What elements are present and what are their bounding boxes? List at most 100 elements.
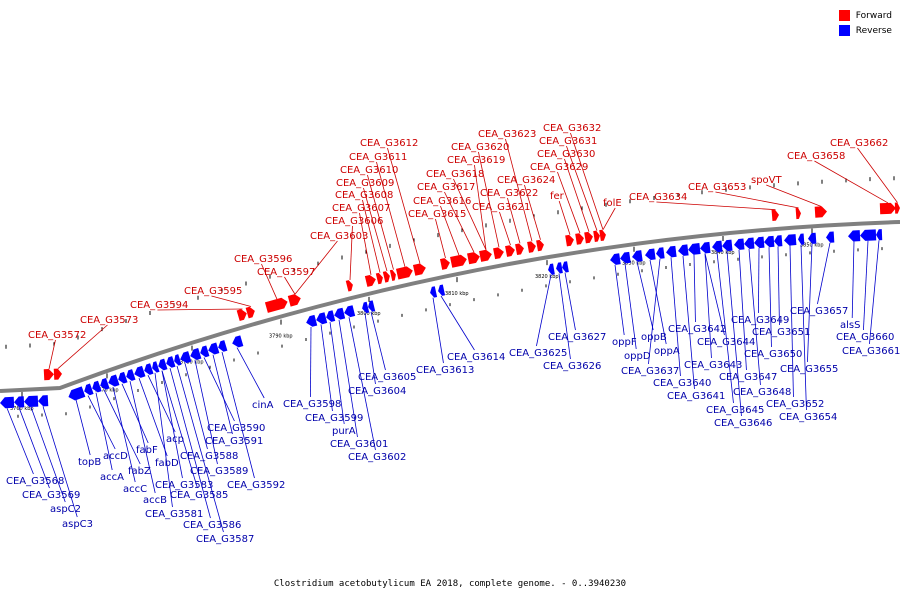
forward-gene-label: CEA_G3621 [472, 202, 530, 213]
forward-gene-label: CEA_G3595 [184, 286, 242, 297]
reverse-gene-label: CEA_G3581 [145, 509, 203, 520]
forward-gene-label: fer [550, 191, 565, 202]
forward-gene-arrow [879, 202, 896, 215]
reverse-label-line [748, 248, 761, 386]
reverse-gene-label: accA [100, 472, 124, 483]
reverse-label-line [329, 321, 345, 425]
forward-gene-arrow [43, 369, 54, 381]
reverse-gene-arrow [808, 232, 817, 244]
reverse-label-line [726, 251, 742, 417]
reverse-gene-arrow [430, 286, 438, 298]
reverse-gene-arrow [548, 263, 555, 275]
reverse-gene-arrow [848, 230, 861, 242]
reverse-gene-arrow [798, 233, 805, 245]
reverse-label-line [6, 408, 34, 475]
reverse-gene-arrow [68, 386, 86, 401]
reverse-gene-label: CEA_G3625 [509, 348, 567, 359]
forward-label-line [570, 132, 604, 230]
reverse-swatch [838, 25, 850, 36]
forward-gene-arrow [593, 230, 600, 242]
reverse-gene-arrow [666, 245, 677, 258]
reverse-label-line [670, 257, 681, 377]
forward-gene-arrow [515, 243, 524, 256]
reverse-label-line [184, 363, 208, 450]
forward-gene-label: CEA_G3620 [451, 142, 509, 153]
forward-label-line [435, 218, 446, 259]
reverse-gene-label: acp [166, 434, 184, 445]
reverse-label-line [221, 351, 255, 479]
legend: Forward Reverse [838, 8, 892, 38]
forward-label-line [558, 200, 571, 235]
forward-gene-label: CEA_G3617 [417, 182, 475, 193]
reverse-gene-label: cinA [252, 400, 274, 411]
forward-label-line [602, 207, 616, 230]
forward-label-line [367, 174, 394, 270]
reverse-gene-arrow [562, 261, 569, 273]
forward-gene-label: CEA_G3606 [325, 216, 383, 227]
reverse-gene-label: CEA_G3598 [283, 399, 341, 410]
reverse-label-line [320, 324, 333, 412]
reverse-gene-label: CEA_G3644 [697, 337, 755, 348]
reverse-gene-label: alsS [840, 320, 860, 331]
forward-gene-arrow [382, 271, 390, 283]
reverse-label-line [370, 311, 386, 371]
forward-gene-label: CEA_G3609 [336, 178, 394, 189]
reverse-gene-label: CEA_G3586 [183, 520, 241, 531]
forward-gene-arrow [395, 266, 413, 280]
reverse-label-line [121, 383, 149, 444]
forward-label-line [505, 138, 533, 242]
reverse-gene-label: CEA_G3585 [170, 490, 228, 501]
reverse-gene-label: CEA_G3652 [766, 399, 824, 410]
forward-gene-arrow [536, 239, 544, 252]
reverse-gene-arrow [334, 307, 346, 320]
reverse-gene-arrow [722, 239, 733, 252]
reverse-gene-arrow [100, 377, 110, 390]
forward-gene-label: CEA_G3597 [257, 267, 315, 278]
reverse-label-line [154, 372, 173, 508]
reverse-gene-label: CEA_G3654 [779, 412, 837, 423]
reverse-label-line [432, 297, 444, 364]
forward-gene-label: CEA_G3658 [787, 151, 845, 162]
legend-reverse: Reverse [838, 23, 892, 38]
reverse-gene-label: CEA_G3651 [752, 327, 810, 338]
forward-label-line [48, 339, 56, 370]
reverse-gene-label: accB [143, 495, 167, 506]
reverse-gene-label: purA [332, 426, 356, 437]
reverse-gene-label: CEA_G3602 [348, 452, 406, 463]
forward-gene-label: CEA_G3596 [234, 254, 292, 265]
forward-gene-label: CEA_G3630 [537, 149, 595, 160]
reverse-gene-label: CEA_G3660 [836, 332, 894, 343]
reverse-label-line [536, 274, 552, 347]
reverse-label-line [194, 360, 218, 465]
reverse-label-line [129, 381, 156, 494]
forward-gene-arrow [375, 272, 383, 285]
reverse-label-line [161, 370, 183, 479]
forward-label-line [362, 199, 381, 273]
reverse-gene-label: CEA_G3647 [719, 372, 777, 383]
reverse-gene-label: CEA_G3650 [744, 349, 802, 360]
forward-gene-arrow [439, 258, 450, 270]
reverse-gene-arrow [712, 240, 723, 253]
reverse-label-line [348, 317, 376, 451]
reverse-gene-arrow [438, 284, 446, 296]
forward-gene-arrow [584, 231, 593, 244]
reverse-label-line [851, 241, 855, 319]
reverse-label-line [693, 254, 696, 323]
kbp-tick-label: 3810 kbp [445, 291, 469, 297]
label-layer: CEA_G3572 CEA_G3573 CEA_G3594 CEA_G3595 CEA_… [6, 123, 900, 545]
forward-gene-label: CEA_G3607 [332, 203, 390, 214]
forward-label-line [499, 211, 511, 246]
forward-label-line [474, 164, 487, 250]
forward-gene-arrow [771, 209, 779, 221]
forward-gene-label: CEA_G3603 [310, 231, 368, 242]
reverse-gene-arrow [174, 354, 182, 366]
forward-label-line [524, 184, 541, 240]
reverse-gene-arrow [700, 241, 711, 254]
reverse-gene-arrow [218, 340, 228, 352]
forward-label-line [363, 187, 388, 272]
forward-gene-arrow [493, 247, 504, 260]
reverse-gene-label: CEA_G3568 [6, 476, 64, 487]
forward-gene-label: CEA_G3623 [478, 129, 536, 140]
genome-caption: Clostridium acetobutylicum EA 2018, comp… [273, 579, 627, 589]
reverse-gene-label: CEA_G3587 [196, 534, 254, 545]
